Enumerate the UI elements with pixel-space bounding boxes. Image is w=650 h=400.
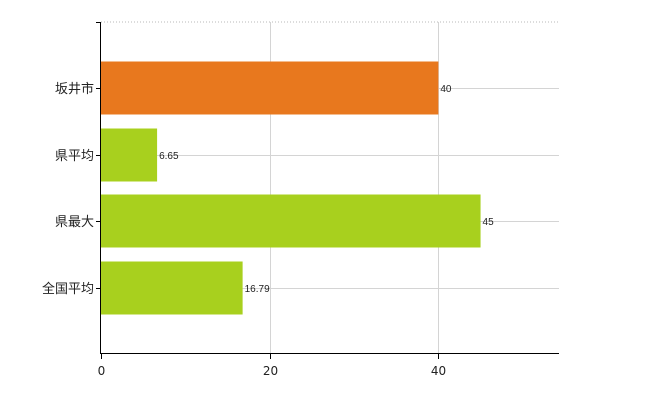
x-tick-label: 40 <box>431 364 446 378</box>
data-label: 40 <box>440 84 452 95</box>
category-label: 坂井市 <box>55 81 94 97</box>
bar <box>101 194 481 248</box>
bar <box>101 128 158 182</box>
data-label: 45 <box>483 217 495 228</box>
data-label: 6.65 <box>159 151 179 162</box>
bar <box>101 61 439 115</box>
bar <box>101 261 243 315</box>
category-label: 全国平均 <box>42 281 94 297</box>
category-label: 県平均 <box>55 149 94 164</box>
category-label: 県最大 <box>55 215 94 230</box>
x-tick-label: 0 <box>98 364 106 378</box>
data-label: 16.79 <box>245 284 270 295</box>
x-tick-label: 20 <box>263 364 278 378</box>
